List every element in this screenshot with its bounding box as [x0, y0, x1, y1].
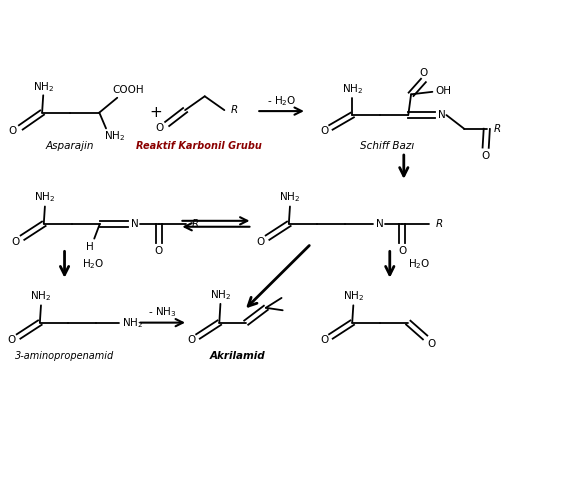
- Text: NH$_2$: NH$_2$: [122, 316, 143, 330]
- Text: NH$_2$: NH$_2$: [342, 82, 363, 96]
- Text: NH$_2$: NH$_2$: [105, 129, 125, 143]
- Text: 3-aminopropenamid: 3-aminopropenamid: [15, 351, 114, 361]
- Text: O: O: [155, 246, 163, 256]
- Text: H$_2$O: H$_2$O: [408, 257, 430, 271]
- Text: Reaktif Karbonil Grubu: Reaktif Karbonil Grubu: [136, 141, 262, 151]
- Text: O: O: [398, 246, 406, 256]
- Text: N: N: [438, 110, 446, 120]
- Text: O: O: [155, 123, 163, 133]
- Text: Akrilamid: Akrilamid: [210, 351, 265, 361]
- Text: NH$_2$: NH$_2$: [279, 191, 301, 204]
- Text: O: O: [9, 126, 17, 136]
- Text: NH$_2$: NH$_2$: [33, 80, 54, 94]
- Text: R: R: [192, 219, 199, 229]
- Text: O: O: [8, 335, 16, 345]
- Text: NH$_2$: NH$_2$: [343, 290, 364, 303]
- Text: NH$_2$: NH$_2$: [210, 288, 231, 302]
- Text: +: +: [149, 105, 162, 120]
- Text: O: O: [428, 339, 436, 349]
- Text: Asparajin: Asparajin: [46, 141, 94, 151]
- Text: R: R: [231, 105, 237, 115]
- Text: - NH$_3$: - NH$_3$: [149, 305, 177, 319]
- Text: NH$_2$: NH$_2$: [34, 191, 55, 204]
- Text: OH: OH: [435, 86, 451, 96]
- Text: N: N: [376, 219, 384, 229]
- Text: H: H: [86, 242, 94, 251]
- Text: R: R: [493, 124, 501, 134]
- Text: N: N: [131, 219, 139, 229]
- Text: O: O: [12, 237, 20, 247]
- Text: R: R: [436, 219, 443, 229]
- Text: H$_2$O: H$_2$O: [82, 257, 105, 271]
- Text: - H$_2$O: - H$_2$O: [267, 94, 296, 108]
- Text: O: O: [257, 237, 265, 247]
- Text: Schiff Bazı: Schiff Bazı: [360, 141, 414, 151]
- Text: O: O: [187, 335, 195, 345]
- Text: O: O: [320, 335, 328, 345]
- Text: COOH: COOH: [112, 85, 144, 95]
- Text: O: O: [320, 126, 328, 136]
- Text: O: O: [481, 151, 490, 161]
- Text: O: O: [419, 68, 428, 78]
- Text: NH$_2$: NH$_2$: [31, 290, 51, 303]
